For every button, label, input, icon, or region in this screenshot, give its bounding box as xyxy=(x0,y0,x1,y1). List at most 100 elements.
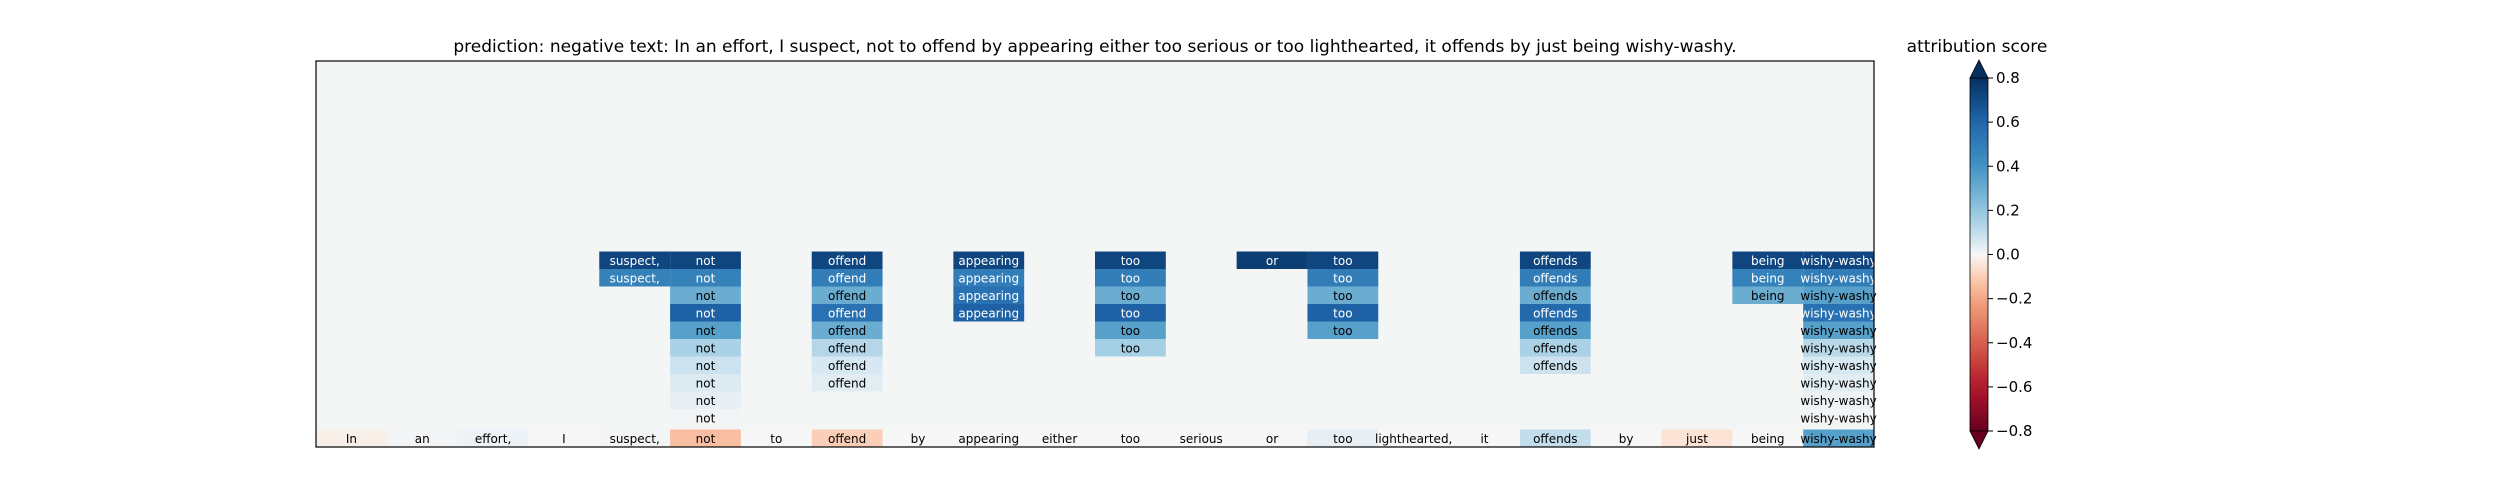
stack-cell-label: offends xyxy=(1533,306,1577,320)
stack-cell-label: wishy-washy xyxy=(1800,359,1876,373)
base-row-cell-label: it xyxy=(1480,432,1488,446)
base-row-cell xyxy=(1519,429,1591,447)
stack-cell xyxy=(1095,304,1166,322)
base-row-cell-label: suspect, xyxy=(610,432,660,446)
stack-cell xyxy=(1803,374,1874,392)
stack-cell xyxy=(1803,356,1874,374)
stack-cell-label: offend xyxy=(828,324,866,338)
base-row-cell xyxy=(1661,429,1733,447)
stack-cell xyxy=(1519,321,1591,339)
base-row-cell-label: too xyxy=(1121,432,1140,446)
base-row-cell xyxy=(953,429,1025,447)
colorbar-tick-label: −0.6 xyxy=(1996,378,2032,396)
stack-cell xyxy=(670,339,741,357)
stack-cell xyxy=(811,374,883,392)
stack-cell xyxy=(1732,286,1804,304)
base-row-cell xyxy=(1165,429,1237,447)
stack-cell xyxy=(1803,339,1874,357)
stack-cell-label: too xyxy=(1121,341,1140,355)
stack-cell-label: not xyxy=(696,254,716,268)
stack-cell-label: not xyxy=(696,359,716,373)
base-row-cell-label: to xyxy=(770,432,782,446)
colorbar-ticks: 0.8 0.6 0.4 0.2 0.0 −0.2 −0.4 −0.6 −0.8 xyxy=(1988,69,2032,440)
stack-cell xyxy=(670,304,741,322)
base-row-cell-label: In xyxy=(346,432,357,446)
stack-cell xyxy=(670,286,741,304)
colorbar-tick-label: 0.4 xyxy=(1996,157,2020,175)
stack-cell xyxy=(953,269,1025,287)
stack-cell-label: wishy-washy xyxy=(1800,254,1876,268)
stack-cell-label: too xyxy=(1121,289,1140,303)
stack-cell-label: not xyxy=(696,341,716,355)
base-row-cell-label: by xyxy=(911,432,926,446)
base-row-cell-label: an xyxy=(415,432,430,446)
stack-cell-label: not xyxy=(696,289,716,303)
stack-cell xyxy=(1803,286,1874,304)
colorbar-tick-label: −0.8 xyxy=(1996,422,2032,440)
plot-frame xyxy=(315,60,1875,448)
stack-cell-label: wishy-washy xyxy=(1800,394,1876,408)
colorbar-tick-label: 0.2 xyxy=(1996,201,2020,219)
colorbar-tick-label: 0.0 xyxy=(1996,246,2020,264)
stack-cell-label: wishy-washy xyxy=(1800,306,1876,320)
stack-cell-label: offend xyxy=(828,271,866,285)
base-row-cell-label: appearing xyxy=(958,432,1019,446)
colorbar xyxy=(1969,77,1989,432)
stack-cell xyxy=(811,356,883,374)
base-row-cell xyxy=(316,429,387,447)
stack-cell-label: not xyxy=(696,411,716,425)
stack-cell-label: offend xyxy=(828,254,866,268)
base-row-cell xyxy=(1307,429,1379,447)
stack-cell-label: too xyxy=(1333,289,1352,303)
stack-cell xyxy=(811,286,883,304)
base-row-cell-label: too xyxy=(1333,432,1352,446)
stack-cell xyxy=(1095,321,1166,339)
base-row-cell xyxy=(811,429,883,447)
base-row-cell-label: I xyxy=(562,432,566,446)
stack-cell xyxy=(1519,356,1591,374)
stack-cell-label: suspect, xyxy=(610,254,660,268)
stack-cell-label: appearing xyxy=(958,289,1019,303)
stack-cell-label: not xyxy=(696,394,716,408)
stack-cell-label: too xyxy=(1121,306,1140,320)
stack-cell-label: offends xyxy=(1533,341,1577,355)
base-row-cell-label: effort, xyxy=(475,432,511,446)
stack-cell xyxy=(1095,269,1166,287)
stack-cell-label: being xyxy=(1751,289,1785,303)
stack-cell-label: offend xyxy=(828,289,866,303)
base-row-cell-label: not xyxy=(696,432,716,446)
stack-cell xyxy=(1803,269,1874,287)
stack-cell xyxy=(1307,304,1379,322)
stack-cell xyxy=(1519,251,1591,269)
stack-cell-label: offends xyxy=(1533,254,1577,268)
stack-cell xyxy=(953,286,1025,304)
base-row-cell xyxy=(386,429,458,447)
stack-cell xyxy=(1732,269,1804,287)
base-row-cell xyxy=(1236,429,1308,447)
stack-cell-label: offend xyxy=(828,376,866,390)
heatmap-cells xyxy=(316,251,1874,447)
stack-cell xyxy=(670,251,741,269)
stack-cell xyxy=(1519,269,1591,287)
stack-cell xyxy=(1095,339,1166,357)
stack-cell xyxy=(811,339,883,357)
base-row-cell xyxy=(1590,429,1662,447)
base-row-cell xyxy=(599,429,671,447)
base-row-cell-label: just xyxy=(1685,432,1708,446)
base-row-cell xyxy=(457,429,529,447)
stack-cell-label: appearing xyxy=(958,271,1019,285)
stack-cell xyxy=(953,251,1025,269)
stack-cell-label: too xyxy=(1333,324,1352,338)
stack-cell-label: too xyxy=(1333,271,1352,285)
stack-cell-label: offends xyxy=(1533,359,1577,373)
stack-cell-label: appearing xyxy=(958,254,1019,268)
stack-cell-label: not xyxy=(696,271,716,285)
base-row-cell xyxy=(1095,429,1166,447)
stack-cell-label: wishy-washy xyxy=(1800,376,1876,390)
stack-cell-label: offend xyxy=(828,306,866,320)
colorbar-tick-label: −0.4 xyxy=(1996,334,2032,352)
stack-cell xyxy=(1307,269,1379,287)
stack-cell-label: offends xyxy=(1533,324,1577,338)
